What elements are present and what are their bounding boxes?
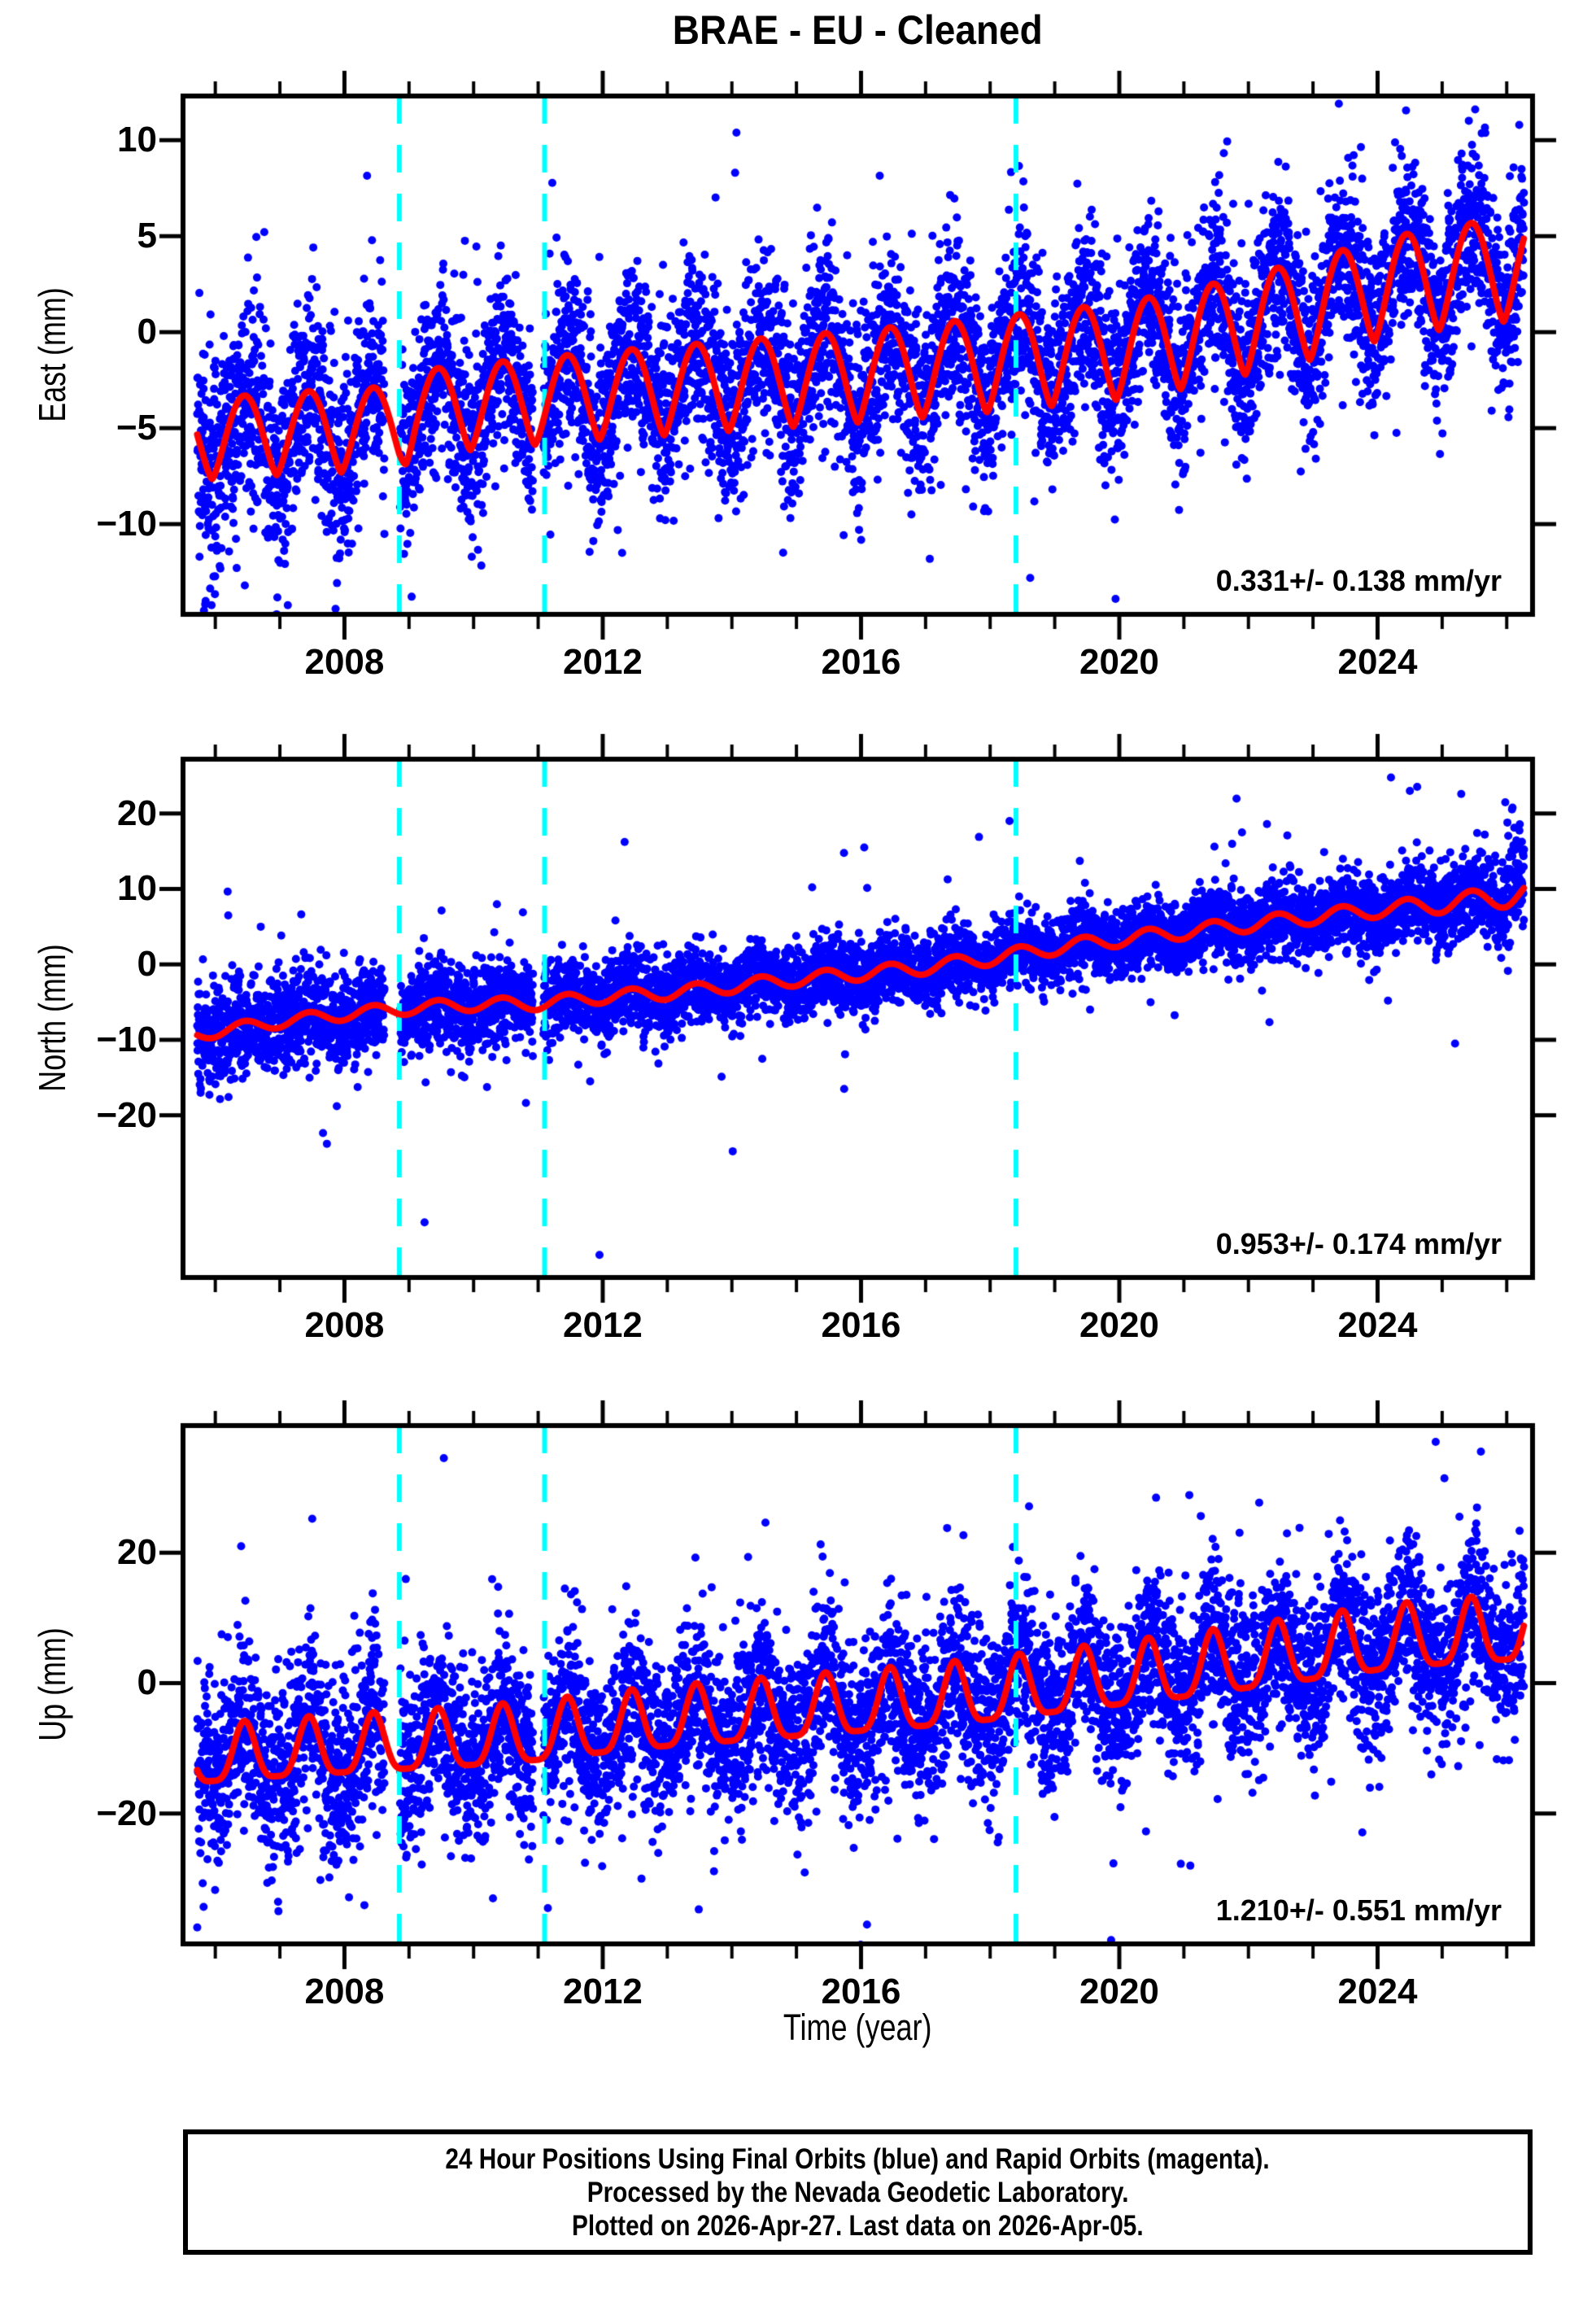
up-x-tick-label: 2012 <box>563 1972 643 2011</box>
up-x-tick-label: 2016 <box>821 1972 901 2011</box>
north-panel <box>183 759 1533 1277</box>
up-x-tick-label: 2008 <box>304 1972 385 2011</box>
north-x-tick-label: 2008 <box>304 1305 385 1345</box>
up-y-tick-label: 20 <box>117 1532 157 1573</box>
north-y-tick-label: 0 <box>137 944 157 985</box>
north-x-tick-label: 2016 <box>821 1305 901 1345</box>
x-axis-title: Time (year) <box>183 2007 1533 2049</box>
east-x-tick-label: 2024 <box>1337 642 1418 682</box>
east-y-tick-label: −5 <box>116 408 157 448</box>
east-axis-title-text: East (mm) <box>31 287 73 422</box>
up-x-tick-label: 2020 <box>1079 1972 1159 2011</box>
east-panel <box>183 96 1533 614</box>
east-x-tick-label: 2012 <box>563 642 643 682</box>
north-y-tick-label: 20 <box>117 793 157 833</box>
east-y-tick-label: 10 <box>117 120 157 160</box>
north-y-tick-label: −10 <box>96 1019 157 1059</box>
caption-line-3: Plotted on 2026-Apr-27. Last data on 202… <box>572 2209 1144 2242</box>
east-rate-label: 0.331+/- 0.138 mm/yr <box>1215 564 1502 597</box>
north-x-tick-label: 2024 <box>1337 1305 1418 1345</box>
east-y-tick-label: −10 <box>96 504 157 544</box>
east-y-tick-label: 5 <box>137 216 157 256</box>
north-y-tick-label: −20 <box>96 1094 157 1135</box>
figure-title: BRAE - EU - Cleaned <box>183 7 1533 54</box>
north-x-tick-label: 2020 <box>1079 1305 1159 1345</box>
x-axis-title-text: Time (year) <box>783 2007 932 2048</box>
caption-box: 24 Hour Positions Using Final Orbits (bl… <box>183 2129 1533 2255</box>
east-x-tick-label: 2008 <box>304 642 385 682</box>
north-y-tick-label: 10 <box>117 868 157 909</box>
up-panel <box>183 1426 1533 1944</box>
up-x-tick-label: 2024 <box>1337 1972 1418 2011</box>
north-x-tick-label: 2012 <box>563 1305 643 1345</box>
east-x-tick-label: 2020 <box>1079 642 1159 682</box>
up-rate-label: 1.210+/- 0.551 mm/yr <box>1215 1893 1502 1927</box>
up-y-tick-label: 0 <box>137 1662 157 1703</box>
figure-title-text: BRAE - EU - Cleaned <box>673 7 1043 53</box>
east-x-tick-label: 2016 <box>821 642 901 682</box>
north-rate-label: 0.953+/- 0.174 mm/yr <box>1215 1227 1502 1260</box>
up-y-tick-label: −20 <box>96 1793 157 1833</box>
caption-line-1: 24 Hour Positions Using Final Orbits (bl… <box>445 2142 1271 2175</box>
east-y-tick-label: 0 <box>137 312 157 352</box>
caption-line-2: Processed by the Nevada Geodetic Laborat… <box>587 2176 1129 2208</box>
